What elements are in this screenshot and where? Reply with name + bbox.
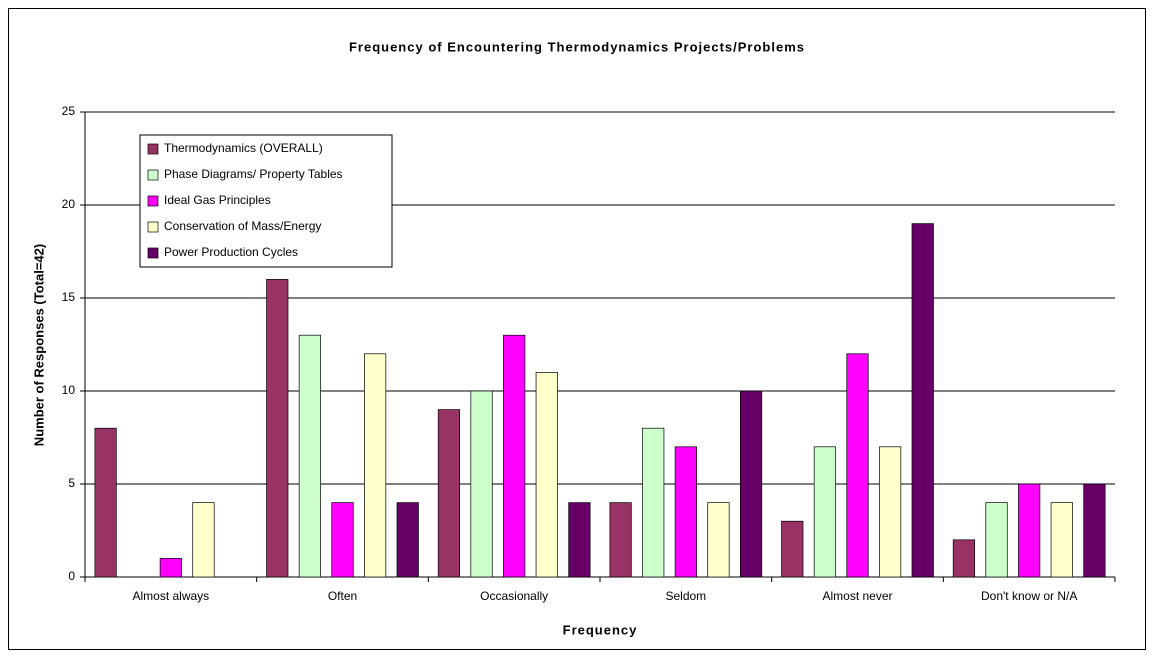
bar	[396, 502, 419, 578]
bar	[159, 558, 182, 578]
bar	[609, 502, 632, 578]
bar	[911, 223, 934, 578]
bar	[985, 502, 1008, 578]
bar	[1083, 483, 1106, 578]
y-tick-label: 10	[62, 383, 76, 397]
x-tick-label: Almost always	[132, 589, 209, 603]
bar	[952, 539, 976, 578]
legend-label: Ideal Gas Principles	[164, 193, 271, 207]
bar	[1018, 483, 1041, 578]
bar	[674, 446, 697, 578]
x-tick-label: Occasionally	[480, 589, 548, 603]
bar	[568, 502, 591, 578]
bar	[94, 427, 117, 578]
y-tick-label: 5	[68, 476, 75, 490]
bar	[437, 409, 461, 578]
y-tick-label: 15	[62, 290, 76, 304]
bar	[707, 502, 730, 578]
x-axis-label: Frequency	[563, 622, 638, 637]
x-tick-label: Don't know or N/A	[981, 589, 1077, 603]
legend-swatch	[147, 169, 159, 181]
legend-label: Phase Diagrams/ Property Tables	[164, 167, 343, 181]
bar	[331, 502, 354, 578]
legend-label: Thermodynamics (OVERALL)	[164, 141, 323, 155]
legend-swatch	[147, 221, 159, 233]
legend-label: Power Production Cycles	[164, 245, 298, 259]
legend-swatch	[147, 195, 159, 207]
legend-swatch	[147, 143, 159, 155]
bar	[266, 279, 289, 578]
bar	[879, 446, 902, 578]
bar	[192, 502, 215, 578]
y-axis-label: Number of Responses (Total=42)	[31, 244, 46, 446]
bar	[364, 353, 387, 578]
bar	[298, 334, 321, 578]
legend-swatch	[147, 247, 159, 259]
x-tick-label: Almost never	[822, 589, 892, 603]
legend-label: Conservation of Mass/Energy	[164, 219, 321, 233]
chart-title: Frequency of Encountering Thermodynamics…	[349, 39, 805, 54]
bar	[739, 390, 763, 578]
bar	[470, 390, 493, 578]
bar	[813, 446, 836, 578]
bar	[535, 372, 558, 578]
legend-box	[139, 134, 393, 268]
bar	[846, 353, 869, 578]
bar	[642, 427, 665, 578]
x-tick-label: Seldom	[665, 589, 706, 603]
y-tick-label: 0	[68, 569, 75, 583]
y-tick-label: 20	[62, 197, 76, 211]
y-tick-label: 25	[62, 104, 76, 118]
bar	[503, 334, 526, 578]
bar	[1050, 502, 1073, 578]
bar	[781, 520, 804, 578]
x-tick-label: Often	[328, 589, 357, 603]
